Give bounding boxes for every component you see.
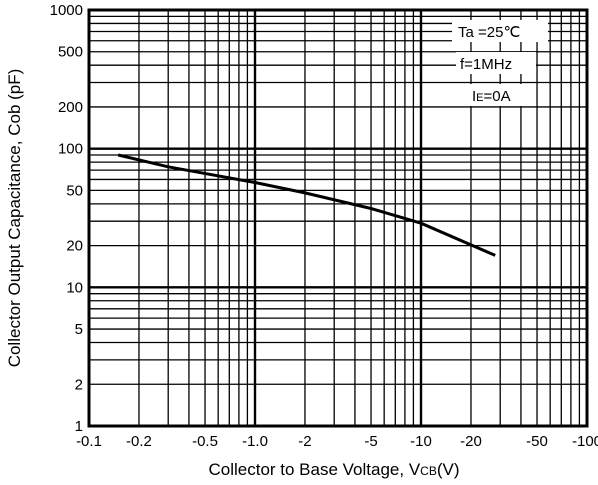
y-tick-label: 100 [58, 141, 83, 158]
annotation-frequency: f=1MHz [460, 56, 512, 73]
x-axis-title-main: Collector to Base Voltage, V [208, 460, 420, 479]
y-tick-label: 500 [58, 44, 83, 61]
annotation-emitter-current-rest: =0A [484, 88, 511, 105]
y-tick-label: 2 [75, 376, 83, 393]
x-tick-label: -0.5 [192, 433, 218, 450]
y-tick-labels: 1000 500 200 100 50 20 10 5 2 1 [50, 2, 83, 435]
annotation-temperature: Ta =25℃ [458, 24, 520, 41]
series-line-cob [117, 153, 496, 257]
x-axis-title-unit: (V) [437, 460, 460, 479]
x-tick-label: -20 [460, 433, 482, 450]
y-tick-label: 1 [75, 418, 83, 435]
y-tick-label: 10 [66, 279, 83, 296]
x-tick-labels: -0.1 -0.2 -0.5 -1.0 -2 -5 -10 -20 -50 -100 [76, 433, 598, 450]
x-tick-label: -50 [526, 433, 548, 450]
annotation-emitter-current-main: I [472, 88, 476, 105]
x-tick-label: -0.2 [126, 433, 152, 450]
x-tick-label: -10 [410, 433, 432, 450]
x-axis-title: Collector to Base Voltage, VCB(V) [208, 460, 459, 479]
y-tick-label: 5 [75, 321, 83, 338]
x-tick-label: -1.0 [242, 433, 268, 450]
x-tick-label: -100 [572, 433, 598, 450]
x-tick-label: -5 [364, 433, 377, 450]
y-tick-label: 200 [58, 99, 83, 116]
y-tick-label: 50 [66, 182, 83, 199]
x-tick-label: -2 [298, 433, 311, 450]
plot-frame [87, 8, 589, 428]
condition-annotations: Ta =25℃ f=1MHz IE=0A [452, 20, 548, 106]
annotation-emitter-current-sub: E [476, 92, 483, 104]
y-tick-label: 1000 [50, 2, 83, 19]
x-axis-title-sub: CB [420, 464, 437, 478]
y-axis-title: Collector Output Capacitance, Cob (pF) [5, 69, 24, 368]
x-tick-label: -0.1 [76, 433, 102, 450]
y-tick-label: 20 [66, 238, 83, 255]
annotation-emitter-current: IE=0A [472, 88, 511, 105]
